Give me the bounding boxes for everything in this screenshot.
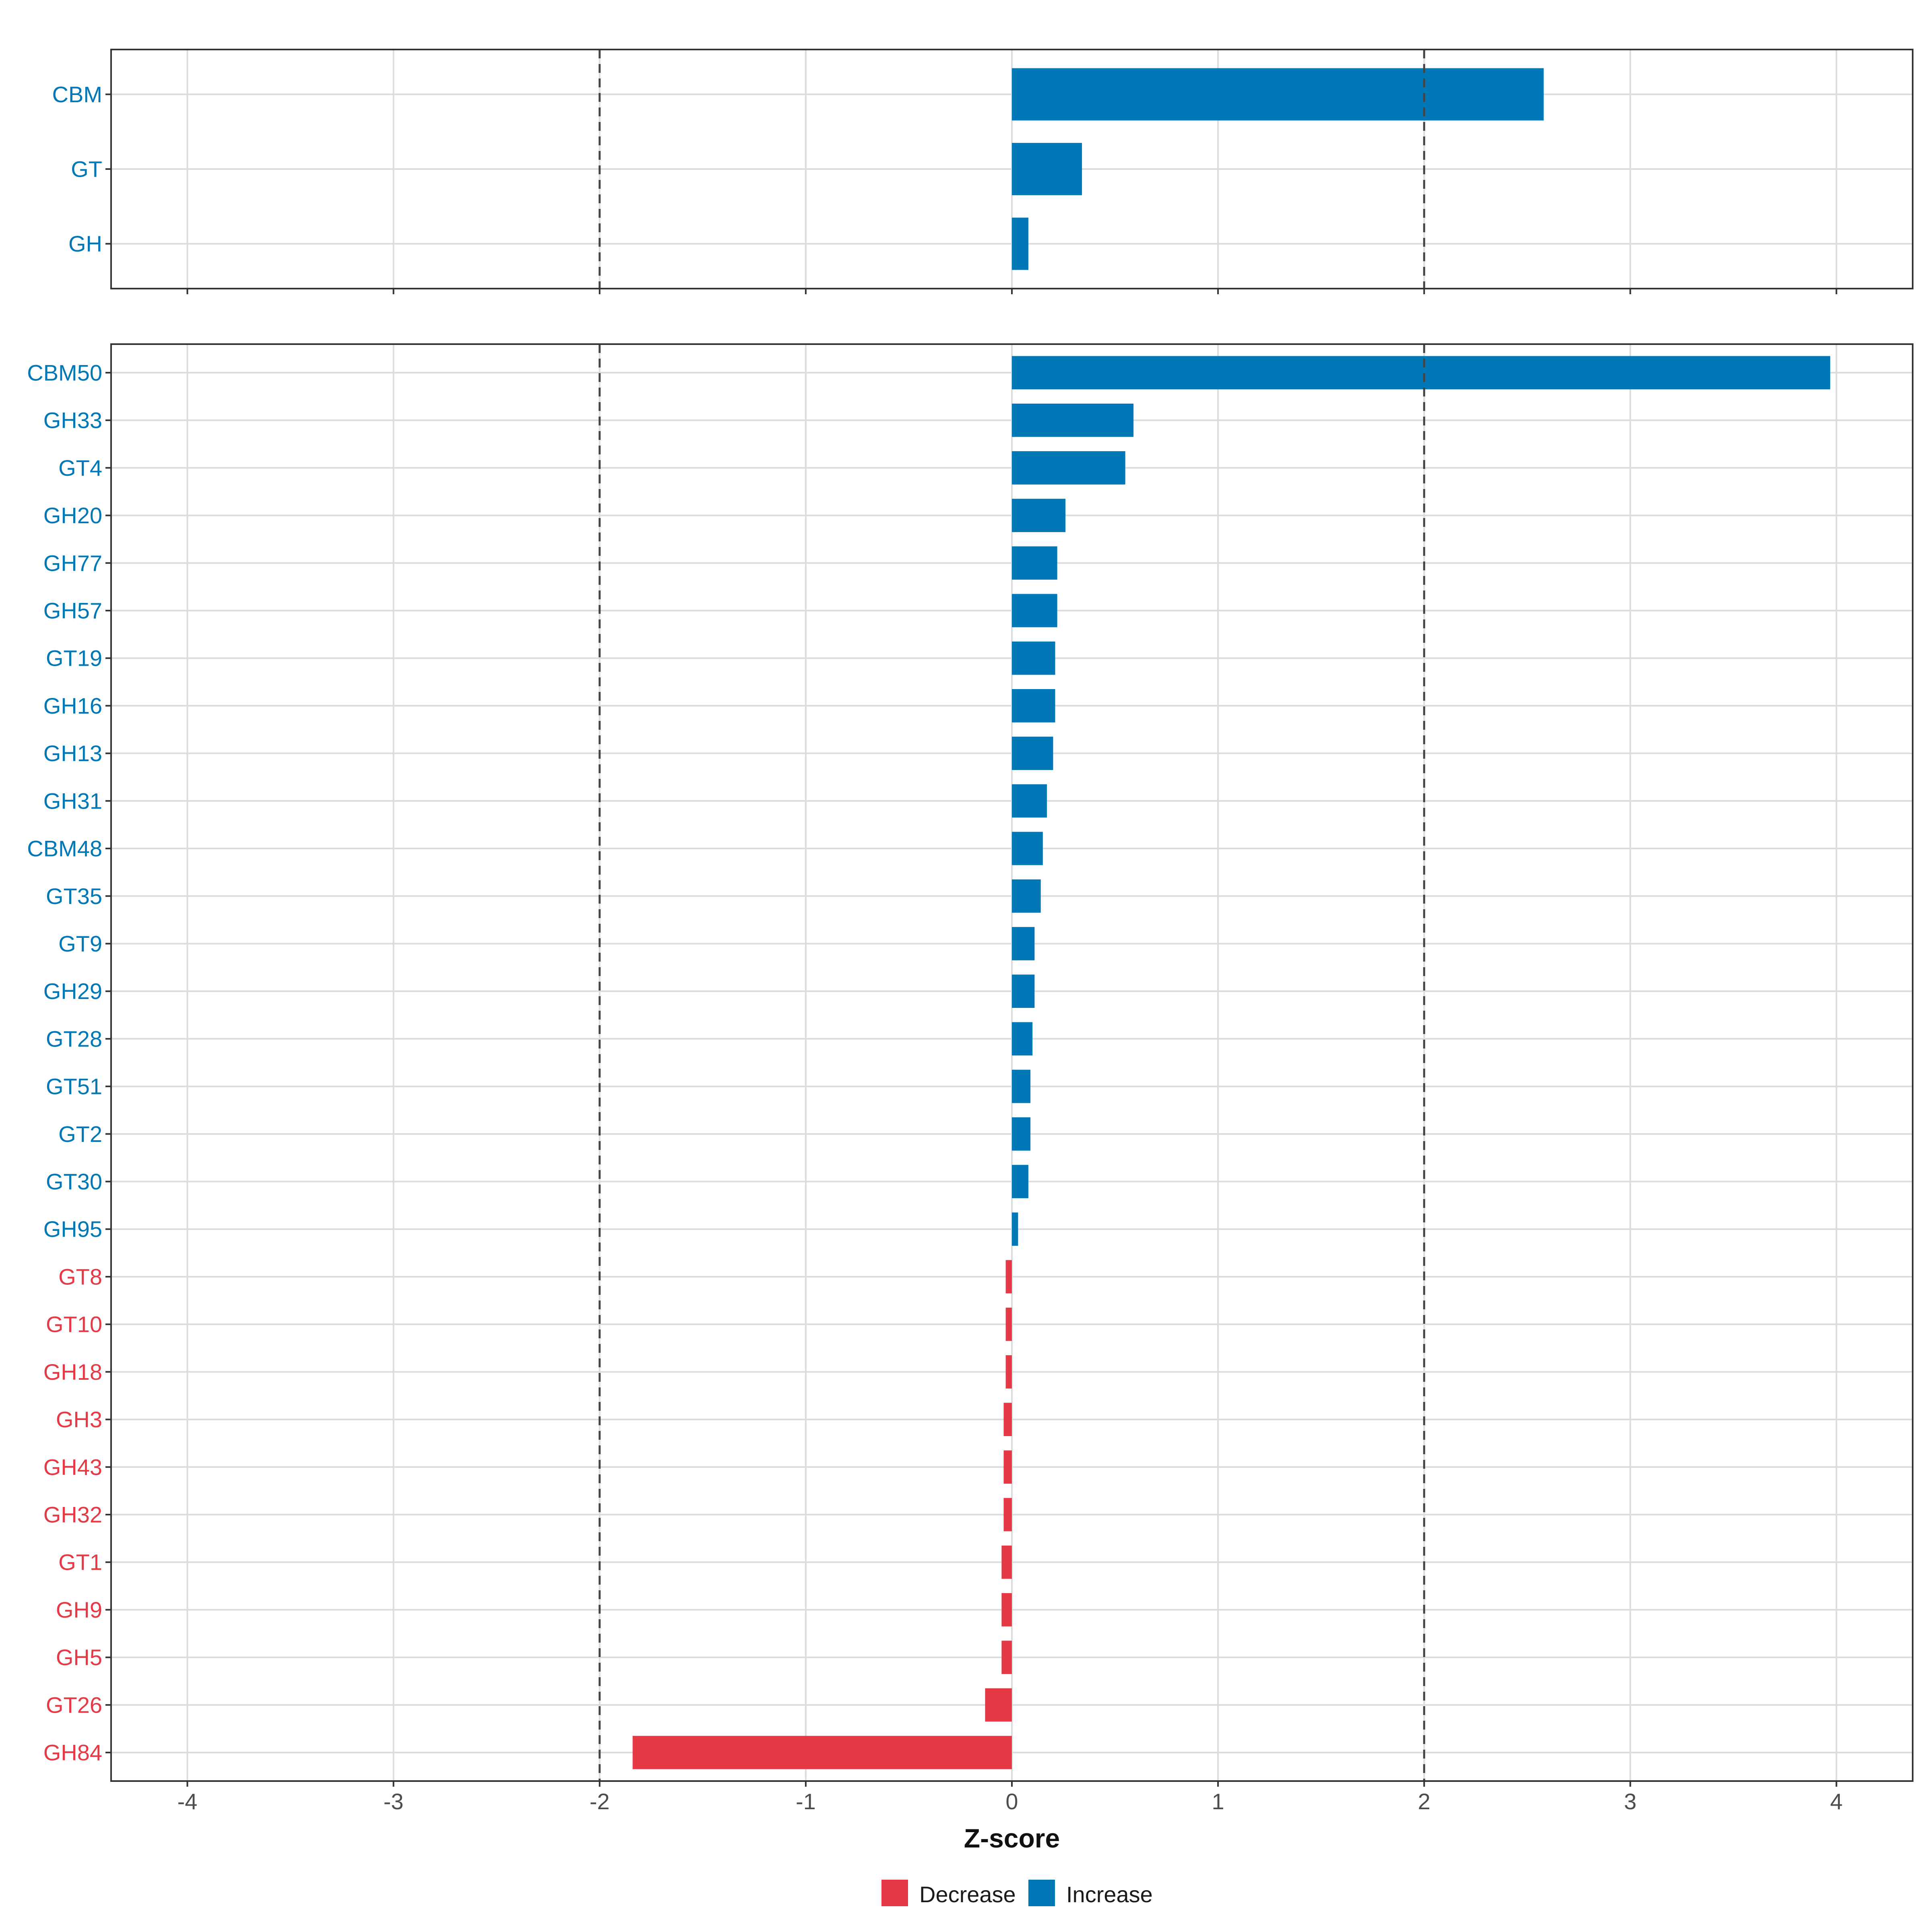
x-axis-title: Z-score — [964, 1823, 1060, 1853]
x-tick-label: -3 — [384, 1789, 404, 1814]
y-tick-label-GT19: GT19 — [46, 646, 102, 671]
bar-GT26 — [985, 1688, 1012, 1722]
bar-GH95 — [1012, 1212, 1018, 1246]
x-tick-label: -2 — [590, 1789, 610, 1814]
bar-GH57 — [1012, 594, 1057, 627]
y-tick-label-GT: GT — [71, 157, 102, 182]
y-tick-label-GT30: GT30 — [46, 1169, 102, 1194]
bar-GH29 — [1012, 974, 1035, 1008]
x-tick-label: 0 — [1005, 1789, 1018, 1814]
x-tick-label: 3 — [1624, 1789, 1637, 1814]
bar-GT51 — [1012, 1069, 1031, 1103]
panel-1: CBM GT GH — [52, 49, 1913, 294]
y-tick-label-GH33: GH33 — [43, 408, 102, 433]
bar-GT — [1012, 143, 1082, 195]
bar-GT4 — [1012, 451, 1125, 485]
bar-GH84 — [632, 1736, 1012, 1769]
y-tick-label-GT4: GT4 — [58, 455, 102, 481]
bar-CBM50 — [1012, 356, 1831, 390]
y-tick-label-GH77: GH77 — [43, 550, 102, 576]
x-tick-label: -4 — [178, 1789, 198, 1814]
x-tick-label: 4 — [1830, 1789, 1843, 1814]
y-tick-label-GH5: GH5 — [56, 1645, 102, 1670]
y-tick-label-GT2: GT2 — [58, 1121, 102, 1147]
bar-GT8 — [1005, 1260, 1012, 1294]
bar-GH9 — [1001, 1593, 1012, 1627]
bar-GT28 — [1012, 1022, 1033, 1056]
y-tick-label-GH13: GH13 — [43, 741, 102, 766]
bar-GT2 — [1012, 1117, 1031, 1151]
bar-GT9 — [1012, 927, 1035, 960]
bar-GH3 — [1003, 1403, 1012, 1436]
x-tick-label: 2 — [1418, 1789, 1430, 1814]
y-tick-label-GT1: GT1 — [58, 1550, 102, 1575]
y-tick-label-GH18: GH18 — [43, 1359, 102, 1385]
bar-GH43 — [1003, 1450, 1012, 1484]
bar-CBM48 — [1012, 832, 1043, 865]
y-tick-label-GH16: GH16 — [43, 693, 102, 718]
bar-GH5 — [1001, 1641, 1012, 1674]
y-tick-label-CBM: CBM — [52, 82, 102, 107]
bar-GT19 — [1012, 641, 1055, 675]
legend-label-decrease: Decrease — [919, 1882, 1016, 1907]
bar-GH — [1012, 217, 1028, 270]
y-tick-label-GH3: GH3 — [56, 1407, 102, 1432]
y-tick-label-GH57: GH57 — [43, 598, 102, 623]
y-tick-label-GH84: GH84 — [43, 1740, 102, 1765]
bar-GH77 — [1012, 546, 1057, 580]
y-tick-label-GH43: GH43 — [43, 1454, 102, 1480]
bar-GH33 — [1012, 403, 1134, 437]
bar-GH13 — [1012, 737, 1053, 770]
bar-GH16 — [1012, 689, 1055, 722]
bar-GT10 — [1005, 1307, 1012, 1341]
y-tick-label-GT51: GT51 — [46, 1074, 102, 1099]
x-tick-label: 1 — [1212, 1789, 1224, 1814]
y-tick-label-GH32: GH32 — [43, 1502, 102, 1527]
y-tick-label-GH95: GH95 — [43, 1216, 102, 1242]
y-tick-label-GH31: GH31 — [43, 788, 102, 813]
panel-2: CBM50GH33GT4GH20GH77GH57GT19GH16GH13GH31… — [27, 343, 1913, 1853]
bar-GH18 — [1005, 1355, 1012, 1389]
legend-swatch-decrease — [881, 1880, 908, 1906]
bar-CBM — [1012, 68, 1544, 121]
legend-label-increase: Increase — [1066, 1882, 1153, 1907]
bar-GH31 — [1012, 784, 1047, 818]
bar-GH20 — [1012, 499, 1066, 532]
x-tick-label: -1 — [796, 1789, 816, 1814]
y-tick-label-GT28: GT28 — [46, 1026, 102, 1051]
bar-GT1 — [1001, 1545, 1012, 1579]
y-tick-label-GT10: GT10 — [46, 1312, 102, 1337]
y-tick-label-GT26: GT26 — [46, 1692, 102, 1717]
y-tick-label-CBM50: CBM50 — [27, 360, 102, 385]
y-tick-label-GT8: GT8 — [58, 1264, 102, 1289]
y-tick-label-CBM48: CBM48 — [27, 836, 102, 861]
y-tick-label-GH9: GH9 — [56, 1597, 102, 1622]
y-tick-label-GH20: GH20 — [43, 503, 102, 528]
y-tick-label-GH: GH — [68, 231, 102, 256]
legend: Decrease Increase — [0, 1868, 1932, 1916]
y-tick-label-GT9: GT9 — [58, 931, 102, 956]
legend-swatch-increase — [1028, 1880, 1055, 1906]
bar-GH32 — [1003, 1498, 1012, 1532]
y-tick-label-GH29: GH29 — [43, 978, 102, 1004]
y-tick-label-GT35: GT35 — [46, 883, 102, 909]
bar-GT30 — [1012, 1165, 1028, 1198]
bar-GT35 — [1012, 879, 1041, 913]
